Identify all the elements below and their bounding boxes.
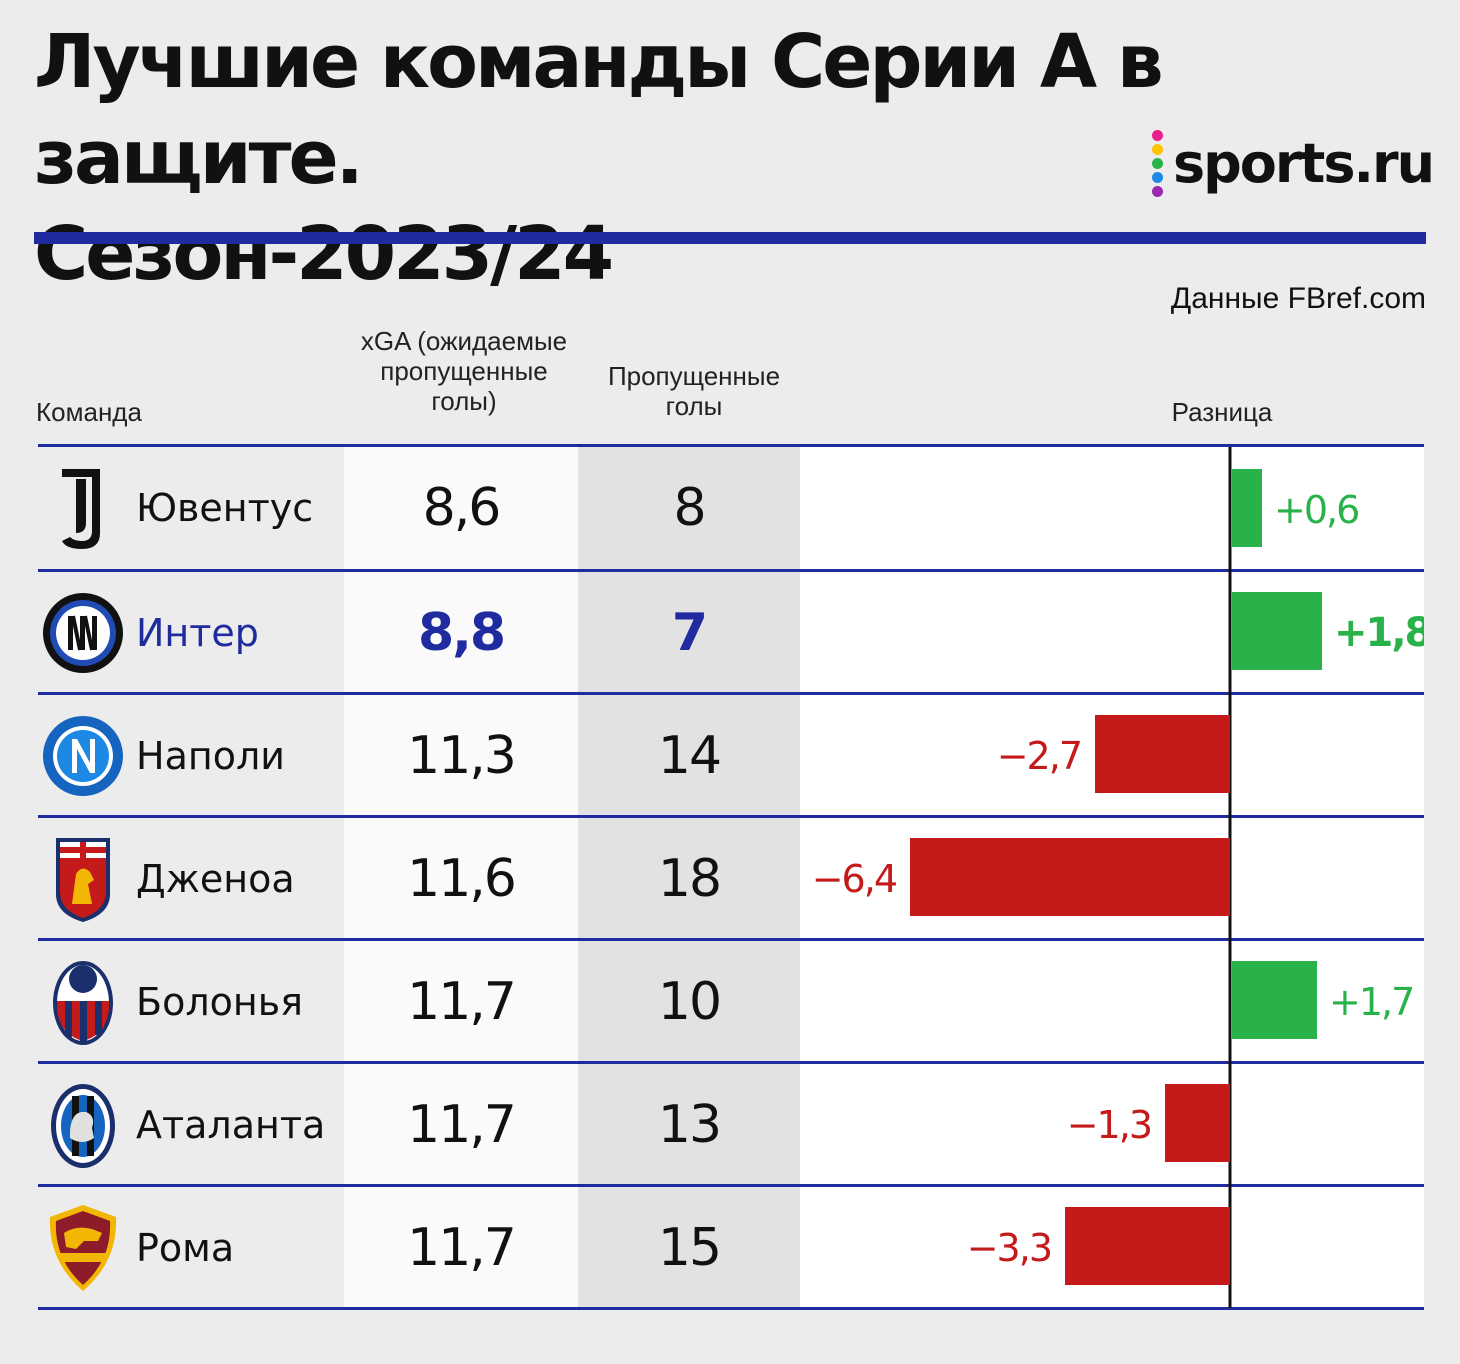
juventus-crest-icon — [62, 469, 100, 549]
column-header-diff: Разница — [1171, 397, 1273, 427]
xga-value: 8,6 — [422, 478, 502, 538]
xga-header-line-2: пропущенные — [380, 356, 548, 386]
team-cell: Ювентус — [38, 447, 344, 569]
table-row: Ювентус 8,6 8 — [38, 447, 1424, 569]
diff-cell — [800, 447, 1424, 569]
xga-value: 11,7 — [407, 1218, 517, 1278]
sports-ru-logo: sports.ru — [1152, 128, 1435, 198]
row-divider — [38, 938, 1424, 941]
goals-value: 8 — [673, 478, 706, 538]
goals-cell: 7 — [578, 572, 800, 694]
team-cell: Дженоа — [38, 818, 344, 940]
title-line-1: Лучшие команды Серии А в защите. — [34, 19, 1164, 201]
difference-bar — [1165, 1084, 1230, 1162]
goals-value: 10 — [657, 972, 722, 1032]
xga-value: 11,7 — [407, 1095, 517, 1155]
chart-title: Лучшие команды Серии А в защите. Сезон-2… — [34, 14, 1414, 302]
team-name: Наполи — [136, 734, 285, 778]
goals-cell: 15 — [578, 1187, 800, 1309]
difference-bar — [1232, 592, 1322, 670]
title-line-2: Сезон-2023/24 — [34, 211, 614, 297]
team-name: Болонья — [136, 980, 303, 1024]
table-row: Рома 11,7 15 — [38, 1187, 1424, 1309]
row-divider — [38, 444, 1424, 447]
xga-cell: 11,7 — [344, 941, 578, 1063]
goals-cell: 18 — [578, 818, 800, 940]
difference-label: −6,4 — [812, 857, 897, 901]
xga-value: 11,3 — [407, 726, 517, 786]
row-divider — [38, 1184, 1424, 1187]
inter-crest-icon — [43, 593, 123, 673]
xga-cell: 11,3 — [344, 695, 578, 817]
column-header-goals: Пропущенные голы — [588, 361, 800, 421]
difference-bar — [1232, 469, 1262, 547]
team-cell: Аталанта — [38, 1064, 344, 1186]
row-divider — [38, 569, 1424, 572]
team-name: Дженоа — [136, 857, 295, 901]
xga-value: 11,7 — [407, 972, 517, 1032]
row-divider — [38, 815, 1424, 818]
team-name: Рома — [136, 1226, 235, 1270]
goals-header-line-2: голы — [665, 391, 723, 421]
xga-cell: 11,7 — [344, 1187, 578, 1309]
team-name: Ювентус — [136, 486, 314, 530]
bologna-crest-icon — [53, 961, 113, 1045]
difference-label: −1,3 — [1067, 1103, 1151, 1147]
title-divider — [34, 232, 1426, 244]
roma-crest-icon — [49, 1205, 117, 1291]
row-divider — [38, 1307, 1424, 1310]
team-cell: Болонья — [38, 941, 344, 1063]
xga-cell: 8,8 — [344, 572, 578, 694]
xga-value: 8,8 — [417, 603, 506, 663]
difference-bar — [910, 838, 1230, 916]
difference-bar — [1232, 961, 1317, 1039]
goals-cell: 14 — [578, 695, 800, 817]
column-header-xga: xGA (ожидаемые пропущенные голы) — [332, 326, 596, 416]
brand-name: sports.ru — [1173, 131, 1435, 195]
xga-header-line-3: голы) — [431, 386, 497, 416]
atalanta-crest-icon — [51, 1084, 115, 1168]
team-name: Интер — [136, 611, 259, 655]
difference-label: +0,6 — [1274, 488, 1358, 532]
goals-value: 15 — [657, 1218, 722, 1278]
difference-bar-chart: +0,6 +1,8 −2,7 −6,4 +1,7 −1,3 −3,3 — [800, 444, 1424, 1308]
napoli-crest-icon — [43, 716, 123, 796]
difference-label: +1,8 — [1334, 610, 1424, 656]
genoa-crest-icon — [56, 838, 110, 922]
table-row: Наполи 11,3 14 — [38, 695, 1424, 817]
xga-cell: 11,6 — [344, 818, 578, 940]
difference-bar — [1095, 715, 1230, 793]
team-cell: Наполи — [38, 695, 344, 817]
difference-label: −2,7 — [997, 734, 1081, 778]
goals-value: 14 — [657, 726, 722, 786]
difference-bar — [1065, 1207, 1230, 1285]
difference-chart-svg: +0,6 +1,8 −2,7 −6,4 +1,7 −1,3 −3,3 — [812, 447, 1424, 1308]
data-source: Данные FBref.com — [1170, 282, 1426, 315]
diff-cell — [800, 1064, 1424, 1186]
goals-value: 18 — [657, 849, 722, 909]
xga-cell: 8,6 — [344, 447, 578, 569]
column-header-team: Команда — [36, 397, 142, 427]
diff-cell — [800, 941, 1424, 1063]
goals-header-line-1: Пропущенные — [607, 361, 781, 391]
team-name: Аталанта — [136, 1103, 326, 1147]
xga-header-line-1: xGA (ожидаемые — [360, 326, 568, 356]
goals-cell: 13 — [578, 1064, 800, 1186]
difference-label: −3,3 — [967, 1226, 1051, 1270]
table-row: Аталанта 11,7 13 — [38, 1064, 1424, 1186]
team-cell: Интер — [38, 572, 344, 694]
stats-table: Ювентус 8,6 8 Интер 8,8 7 — [38, 444, 1424, 1310]
row-divider — [38, 692, 1424, 695]
table-row: Болонья 11,7 10 — [38, 941, 1424, 1063]
goals-value: 7 — [671, 603, 708, 663]
goals-value: 13 — [657, 1095, 722, 1155]
goals-cell: 10 — [578, 941, 800, 1063]
team-cell: Рома — [38, 1187, 344, 1309]
row-divider — [38, 1061, 1424, 1064]
logo-dots-icon — [1152, 129, 1163, 197]
goals-cell: 8 — [578, 447, 800, 569]
difference-label: +1,7 — [1329, 980, 1413, 1024]
xga-value: 11,6 — [407, 849, 517, 909]
xga-cell: 11,7 — [344, 1064, 578, 1186]
